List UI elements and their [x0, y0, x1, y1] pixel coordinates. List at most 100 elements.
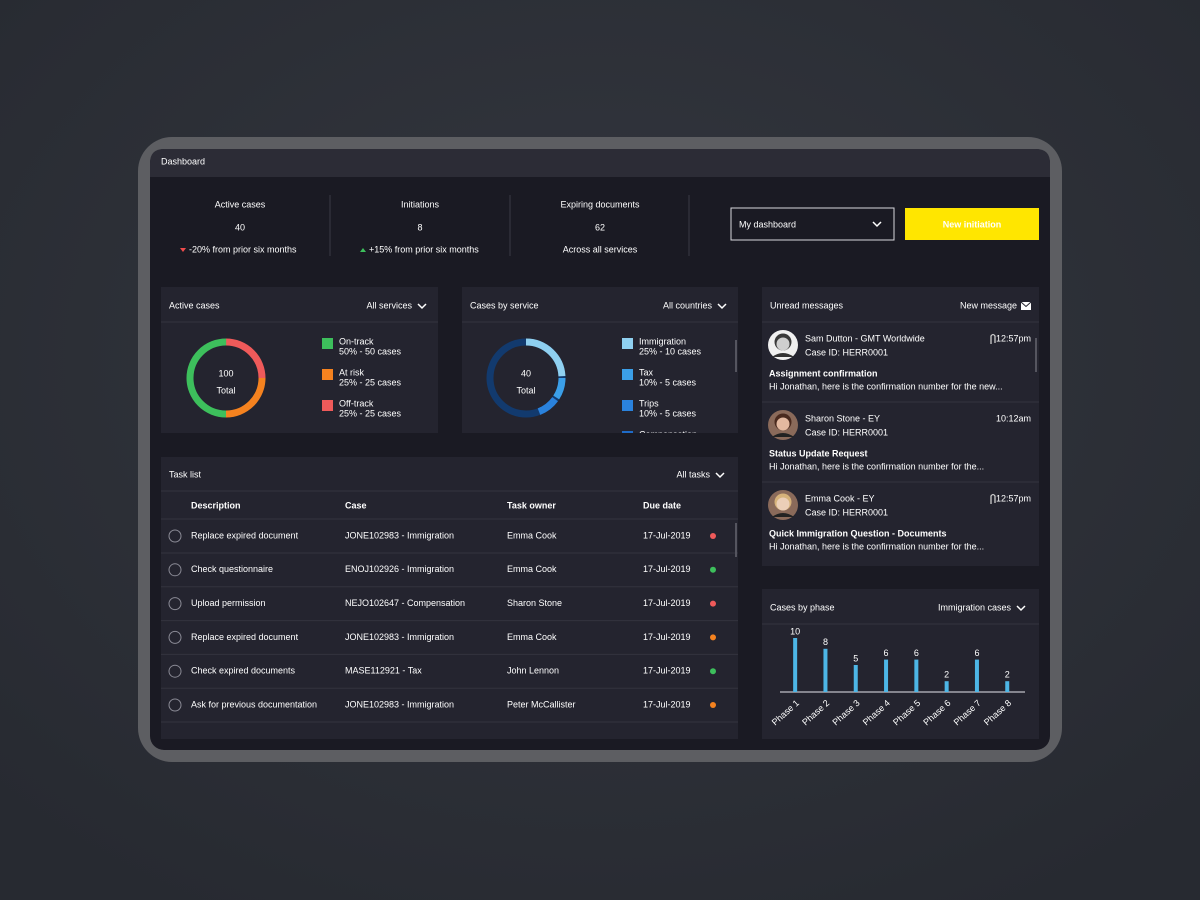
chevron: [717, 303, 727, 310]
task-cell: Replace expired document: [191, 530, 299, 540]
legend-detail: 25% - 25 cases: [339, 377, 402, 387]
task-checkbox[interactable]: [168, 563, 182, 577]
scrollbar: [1035, 338, 1037, 372]
status-dot: [710, 600, 716, 607]
kpi-value: 40: [235, 222, 245, 232]
message-time: 12:57pm: [996, 493, 1031, 503]
legend-swatch: [322, 338, 333, 349]
legend-name: At risk: [339, 367, 365, 377]
trend-arrow: [360, 248, 366, 252]
card-filter[interactable]: Immigration cases: [938, 602, 1012, 612]
kpi-value: 62: [595, 222, 605, 232]
attachment-icon: [990, 333, 996, 344]
card-title: Active cases: [169, 300, 220, 310]
avatar-shoulders: [772, 513, 794, 517]
task-cell: JONE102983 - Immigration: [345, 530, 454, 540]
legend-detail: 50% - 50 cases: [339, 346, 402, 356]
bar-value-label: 6: [884, 648, 889, 658]
legend-name: Trips: [639, 398, 659, 408]
kpi-note: +15% from prior six months: [369, 244, 479, 254]
task-cell: Replace expired document: [191, 632, 299, 642]
task-cell: Upload permission: [191, 598, 266, 608]
column-header: Task owner: [507, 500, 556, 510]
kpi-note: -20% from prior six months: [189, 244, 297, 254]
task-cell: 17-Jul-2019: [643, 530, 691, 540]
donut-segment: [486, 338, 566, 418]
donut-total: 100: [218, 368, 233, 378]
column-header: Description: [191, 500, 241, 510]
legend-detail: 10% - 5 cases: [639, 408, 697, 418]
kpi-note: Across all services: [563, 244, 638, 254]
avatar-face: [776, 417, 790, 431]
task-checkbox[interactable]: [168, 698, 182, 712]
legend-name: On-track: [339, 336, 374, 346]
donut-segment: [486, 338, 566, 418]
status-dot: [710, 668, 716, 675]
donut-total-label: Total: [516, 385, 535, 395]
message-time: 12:57pm: [996, 333, 1031, 343]
column-header: Due date: [643, 500, 681, 510]
scrollbar: [735, 523, 737, 557]
card: [161, 457, 738, 739]
bar: [944, 681, 949, 692]
donut-total-label: Total: [216, 385, 235, 395]
dashboard-select[interactable]: [730, 207, 895, 241]
legend-swatch: [622, 431, 633, 433]
kpi-value: 8: [417, 222, 422, 232]
card: [762, 589, 1039, 739]
donut-segment: [486, 338, 566, 418]
task-cell: MASE112921 - Tax: [345, 666, 422, 676]
trend-arrow: [180, 248, 186, 252]
bar: [853, 665, 858, 692]
legend-swatch: [622, 369, 633, 380]
card-filter[interactable]: All countries: [663, 300, 713, 310]
bar-value-label: 6: [914, 648, 919, 658]
envelope-flap: [1020, 301, 1032, 308]
avatar-shoulders: [772, 353, 794, 357]
task-checkbox[interactable]: [168, 664, 182, 678]
card-title: Cases by service: [470, 300, 539, 310]
legend-swatch: [322, 369, 333, 380]
legend-swatch: [622, 400, 633, 411]
message-sender: Sam Dutton - GMT Worldwide: [805, 333, 925, 343]
dashboard-select-label: My dashboard: [739, 219, 796, 229]
bar: [823, 648, 828, 692]
task-cell: NEJO102647 - Compensation: [345, 598, 465, 608]
bar: [884, 659, 889, 692]
message-preview: Hi Jonathan, here is the confirmation nu…: [769, 461, 984, 471]
task-rows: Replace expired document JONE102983 - Imm…: [161, 529, 738, 723]
new-message-link[interactable]: New message: [960, 300, 1017, 310]
dashboard: Active cases 40 -20% from prior six months…: [161, 195, 1039, 739]
bar: [974, 659, 979, 692]
task-checkbox[interactable]: [168, 630, 182, 644]
legend-name: Compensation: [639, 429, 697, 439]
kpi-label: Active cases: [215, 199, 266, 209]
title-bar: [150, 149, 1050, 177]
status-dot: [710, 634, 716, 641]
card-title: Task list: [169, 469, 202, 479]
bar: [793, 638, 798, 692]
kpi-label: Expiring documents: [560, 199, 640, 209]
task-cell: Emma Cook: [507, 564, 557, 574]
task-cell: Emma Cook: [507, 530, 557, 540]
new-initiation-button[interactable]: [905, 208, 1039, 240]
card-filter[interactable]: All tasks: [676, 469, 710, 479]
chevron: [715, 472, 725, 479]
legend-swatch: [322, 400, 333, 411]
task-cell: Check questionnaire: [191, 564, 273, 574]
scrollbar: [735, 340, 737, 372]
bar-value-label: 5: [853, 653, 858, 663]
card-filter[interactable]: All services: [366, 300, 412, 310]
task-cell: Sharon Stone: [507, 598, 562, 608]
legend-name: Tax: [639, 367, 654, 377]
task-cell: JONE102983 - Immigration: [345, 632, 454, 642]
task-checkbox[interactable]: [168, 597, 182, 611]
avatar-shoulders: [772, 433, 794, 437]
message-preview: Hi Jonathan, here is the confirmation nu…: [769, 541, 984, 551]
message-case: Case ID: HERR0001: [805, 427, 888, 437]
chevron: [417, 303, 427, 310]
task-checkbox[interactable]: [168, 529, 182, 543]
